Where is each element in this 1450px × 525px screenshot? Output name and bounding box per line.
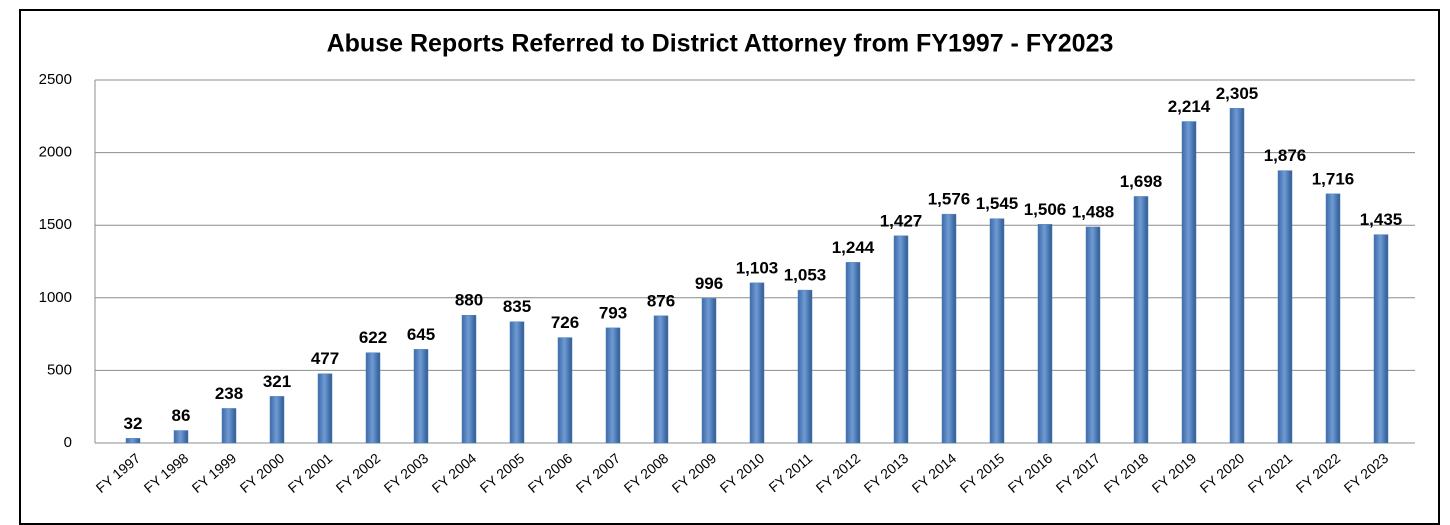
value-label: 86 <box>172 406 191 425</box>
value-label: 835 <box>503 297 531 316</box>
y-tick-label: 1000 <box>39 289 72 306</box>
bar <box>461 314 477 444</box>
bar <box>125 438 141 444</box>
value-label: 1,698 <box>1120 172 1163 191</box>
bar <box>749 282 765 444</box>
bar <box>269 396 285 444</box>
value-label: 1,876 <box>1264 146 1307 165</box>
bar <box>845 262 861 444</box>
value-label: 996 <box>695 274 723 293</box>
value-label: 1,545 <box>976 194 1019 213</box>
y-tick-label: 2000 <box>39 144 72 161</box>
value-label: 2,305 <box>1216 84 1259 103</box>
bar <box>1181 121 1197 444</box>
y-tick-label: 2500 <box>39 71 72 88</box>
value-label: 1,488 <box>1072 202 1115 221</box>
value-label: 1,103 <box>736 258 779 277</box>
value-label: 1,427 <box>880 211 923 230</box>
y-tick-label: 500 <box>47 361 72 378</box>
value-label: 2,214 <box>1168 97 1211 116</box>
bar <box>557 337 573 444</box>
value-label: 645 <box>407 325 435 344</box>
value-label: 793 <box>599 303 627 322</box>
value-label: 880 <box>455 291 483 310</box>
bar <box>221 408 237 444</box>
y-tick-label: 0 <box>64 434 72 451</box>
value-label: 1,716 <box>1312 169 1355 188</box>
bar <box>701 298 717 444</box>
bar <box>173 430 189 444</box>
value-label: 876 <box>647 291 675 310</box>
value-label: 1,244 <box>832 238 875 257</box>
bar <box>797 289 813 444</box>
value-label: 32 <box>124 414 143 433</box>
bar <box>1085 226 1101 444</box>
bar <box>1277 170 1293 444</box>
bar <box>1325 193 1341 444</box>
chart-title: Abuse Reports Referred to District Attor… <box>327 30 1114 58</box>
bar <box>1133 196 1149 444</box>
bar <box>317 373 333 444</box>
value-label: 726 <box>551 313 579 332</box>
bar <box>893 235 909 444</box>
bar <box>941 213 957 444</box>
value-label: 1,435 <box>1360 210 1403 229</box>
bar <box>605 327 621 444</box>
chart-frame <box>19 9 1440 525</box>
bar <box>413 349 429 444</box>
value-label: 238 <box>215 384 243 403</box>
y-tick-label: 1500 <box>39 216 72 233</box>
bar <box>1229 108 1245 444</box>
value-label: 321 <box>263 372 291 391</box>
bar <box>653 315 669 444</box>
value-label: 1,576 <box>928 190 971 209</box>
value-label: 477 <box>311 349 339 368</box>
bar <box>1373 234 1389 444</box>
bar <box>365 352 381 444</box>
bar <box>989 218 1005 444</box>
value-label: 622 <box>359 328 387 347</box>
value-label: 1,506 <box>1024 200 1067 219</box>
value-label: 1,053 <box>784 266 827 285</box>
bar <box>509 321 525 444</box>
bar <box>1037 224 1053 444</box>
